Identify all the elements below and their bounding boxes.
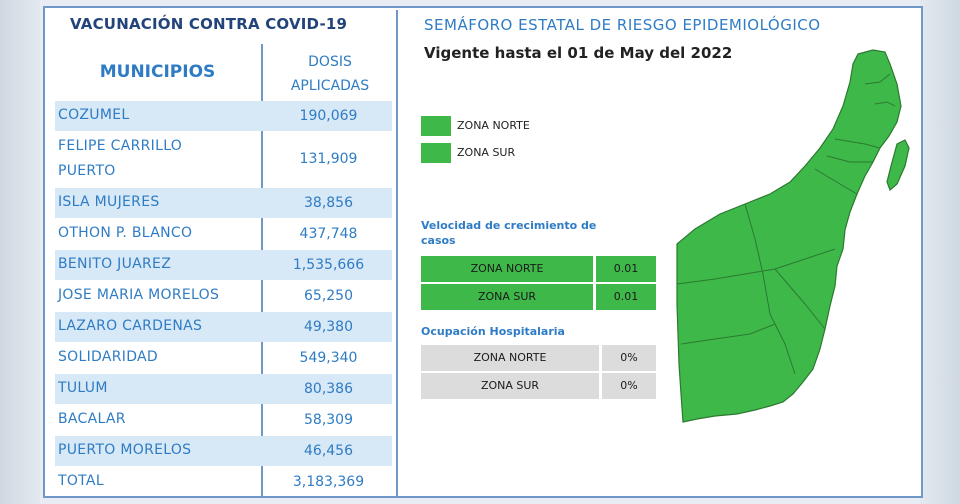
ocupacion-zona-norte-label: ZONA NORTE [421, 345, 599, 371]
municipio-name-line-2: PUERTO [58, 163, 116, 179]
table-row-benito-juarez: BENITO JUAREZ 1,535,666 [55, 250, 392, 280]
dosis-value: 65,250 [304, 288, 353, 304]
dosis-value: 46,456 [304, 443, 353, 459]
municipio-name: TULUM [58, 380, 108, 396]
table-row-puerto-morelos: PUERTO MORELOS 46,456 [55, 436, 392, 466]
dosis-value: 131,909 [299, 151, 358, 167]
municipio-name: SOLIDARIDAD [58, 349, 158, 365]
velocidad-zona-norte-label: ZONA NORTE [421, 256, 593, 282]
dosis-value: 437,748 [299, 226, 358, 242]
velocidad-title-line-1: Velocidad de crecimiento de [421, 219, 597, 232]
municipio-name: JOSE MARIA MORELOS [58, 287, 220, 303]
dosis-value: 80,386 [304, 381, 353, 397]
velocidad-zona-sur-label: ZONA SUR [421, 284, 593, 310]
dosis-value: 190,069 [299, 108, 358, 124]
municipio-name: PUERTO MORELOS [58, 442, 192, 458]
velocidad-zona-sur-value: 0.01 [596, 284, 656, 310]
municipio-name: LAZARO CARDENAS [58, 318, 203, 334]
legend-label-zona-sur: ZONA SUR [457, 146, 516, 159]
total-value: 3,183,369 [292, 474, 365, 490]
dosis-header-line-2: APLICADAS [290, 78, 370, 94]
legend-label-zona-norte: ZONA NORTE [457, 119, 530, 132]
table-row-solidaridad: SOLIDARIDAD 549,340 [55, 343, 392, 373]
cozumel-island [886, 139, 910, 192]
dosis-value: 38,856 [304, 195, 353, 211]
vaccination-title: VACUNACIÓN CONTRA COVID-19 [70, 15, 348, 33]
municipio-name: COZUMEL [58, 107, 130, 123]
municipio-name: FELIPE CARRILLO PUERTO [58, 134, 258, 184]
velocidad-title: Velocidad de crecimiento de casos [421, 218, 641, 248]
table-row-total: TOTAL 3,183,369 [55, 467, 392, 496]
table-row-lazaro-cardenas: LAZARO CARDENAS 49,380 [55, 312, 392, 342]
table-row-isla-mujeres: ISLA MUJERES 38,856 [55, 188, 392, 218]
dosis-value: 49,380 [304, 319, 353, 335]
municipal-borders [676, 73, 896, 375]
municipios-header: MUNICIPIOS [99, 62, 216, 82]
dosis-value: 549,340 [299, 350, 358, 366]
municipio-name: ISLA MUJERES [58, 194, 160, 210]
semaforo-subtitle: Vigente hasta el 01 de May del 2022 [424, 44, 733, 62]
quintana-roo-map [676, 49, 910, 423]
panel-divider [396, 10, 398, 496]
municipio-name: BACALAR [58, 411, 126, 427]
municipio-name-line-1: FELIPE CARRILLO [58, 138, 183, 154]
table-row-jose-maria-morelos: JOSE MARIA MORELOS 65,250 [55, 281, 392, 311]
table-row-felipe-carrillo-puerto: FELIPE CARRILLO PUERTO 131,909 [55, 132, 392, 187]
legend-swatch-zona-sur [421, 143, 451, 163]
dosis-header-line-1: DOSIS [308, 54, 352, 70]
table-row-cozumel: COZUMEL 190,069 [55, 101, 392, 131]
dosis-value: 1,535,666 [292, 257, 365, 273]
dosis-value: 58,309 [304, 412, 353, 428]
table-row-othon-p-blanco: OTHON P. BLANCO 437,748 [55, 219, 392, 249]
ocupacion-zona-norte-value: 0% [602, 345, 656, 371]
background-left [0, 0, 40, 504]
municipio-name: OTHON P. BLANCO [58, 225, 193, 241]
background-right [920, 0, 960, 504]
velocidad-zona-norte-value: 0.01 [596, 256, 656, 282]
velocidad-title-line-2: casos [421, 234, 456, 247]
ocupacion-title: Ocupación Hospitalaria [421, 325, 565, 338]
semaforo-title: SEMÁFORO ESTATAL DE RIESGO EPIDEMIOLÓGIC… [424, 16, 821, 34]
ocupacion-zona-sur-label: ZONA SUR [421, 373, 599, 399]
total-label: TOTAL [58, 473, 104, 489]
legend-swatch-zona-norte [421, 116, 451, 136]
state-mainland [676, 49, 902, 423]
table-row-tulum: TULUM 80,386 [55, 374, 392, 404]
table-row-bacalar: BACALAR 58,309 [55, 405, 392, 435]
dosis-header: DOSIS APLICADAS [265, 50, 395, 98]
municipio-name: BENITO JUAREZ [58, 256, 172, 272]
ocupacion-zona-sur-value: 0% [602, 373, 656, 399]
